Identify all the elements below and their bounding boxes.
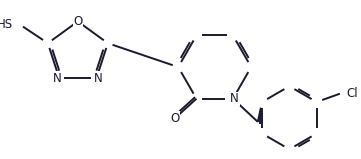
Text: Cl: Cl xyxy=(347,87,358,100)
Text: HS: HS xyxy=(0,18,13,31)
Text: O: O xyxy=(73,15,82,28)
Text: N: N xyxy=(53,72,62,85)
Text: O: O xyxy=(170,112,179,125)
Text: N: N xyxy=(230,92,239,105)
Text: N: N xyxy=(93,72,103,85)
